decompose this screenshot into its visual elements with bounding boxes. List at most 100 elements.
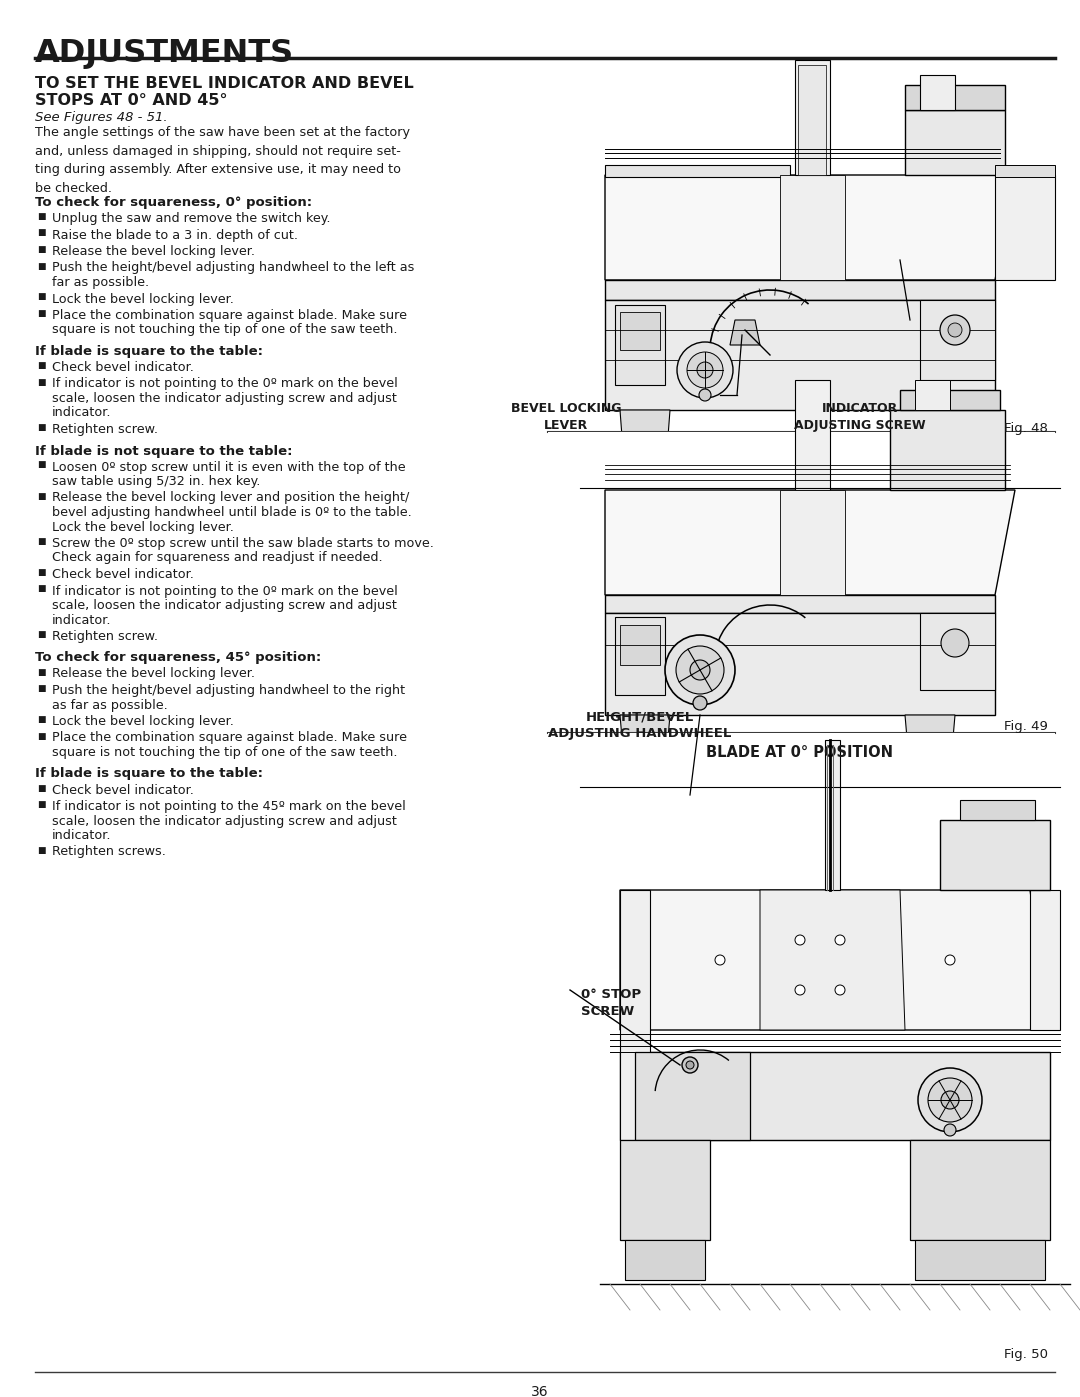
Circle shape — [948, 323, 962, 337]
Text: Fig. 49: Fig. 49 — [1004, 719, 1048, 733]
Circle shape — [941, 629, 969, 657]
Text: square is not touching the tip of one of the saw teeth.: square is not touching the tip of one of… — [52, 324, 397, 337]
Circle shape — [690, 659, 710, 680]
Text: scale, loosen the indicator adjusting screw and adjust: scale, loosen the indicator adjusting sc… — [52, 393, 396, 405]
Text: Unplug the saw and remove the switch key.: Unplug the saw and remove the switch key… — [52, 212, 330, 225]
Polygon shape — [605, 300, 995, 409]
Text: Lock the bevel locking lever.: Lock the bevel locking lever. — [52, 521, 234, 534]
Polygon shape — [905, 409, 955, 450]
Polygon shape — [795, 60, 831, 175]
Polygon shape — [605, 165, 789, 177]
Polygon shape — [905, 110, 1005, 175]
Polygon shape — [615, 305, 665, 386]
Circle shape — [944, 1125, 956, 1136]
Text: Loosen 0º stop screw until it is even with the top of the: Loosen 0º stop screw until it is even wi… — [52, 461, 406, 474]
Circle shape — [686, 1060, 694, 1069]
Text: ■: ■ — [37, 377, 45, 387]
Polygon shape — [780, 490, 845, 595]
Bar — [548, 733, 1055, 1370]
Text: Push the height/bevel adjusting handwheel to the left as: Push the height/bevel adjusting handwhee… — [52, 261, 415, 274]
Polygon shape — [900, 390, 1000, 409]
Text: To check for squareness, 45° position:: To check for squareness, 45° position: — [35, 651, 321, 665]
Polygon shape — [620, 890, 650, 1140]
Text: Check again for squareness and readjust if needed.: Check again for squareness and readjust … — [52, 552, 382, 564]
Text: indicator.: indicator. — [52, 613, 111, 626]
Polygon shape — [615, 617, 665, 694]
Text: INDICATOR
ADJUSTING SCREW: INDICATOR ADJUSTING SCREW — [794, 402, 926, 432]
Text: scale, loosen the indicator adjusting screw and adjust: scale, loosen the indicator adjusting sc… — [52, 599, 396, 612]
Polygon shape — [620, 890, 1050, 1030]
Text: If blade is square to the table:: If blade is square to the table: — [35, 767, 264, 781]
Text: ■: ■ — [37, 536, 45, 546]
Circle shape — [699, 388, 711, 401]
Circle shape — [795, 935, 805, 944]
Polygon shape — [908, 750, 951, 780]
Polygon shape — [635, 1052, 750, 1140]
Polygon shape — [605, 613, 995, 715]
Text: ■: ■ — [37, 584, 45, 594]
Circle shape — [697, 362, 713, 379]
Bar — [548, 67, 1055, 425]
Text: ■: ■ — [37, 800, 45, 809]
Text: Screw the 0º stop screw until the saw blade starts to move.: Screw the 0º stop screw until the saw bl… — [52, 536, 434, 550]
Text: 0° STOP
SCREW: 0° STOP SCREW — [581, 988, 642, 1018]
Text: ■: ■ — [37, 845, 45, 855]
Polygon shape — [760, 890, 905, 1030]
Text: Fig. 50: Fig. 50 — [1004, 1348, 1048, 1361]
Polygon shape — [995, 175, 1055, 279]
Text: ■: ■ — [37, 229, 45, 237]
Text: indicator.: indicator. — [52, 407, 111, 419]
Text: far as possible.: far as possible. — [52, 277, 149, 289]
Polygon shape — [798, 66, 826, 175]
Text: Retighten screws.: Retighten screws. — [52, 845, 166, 859]
Text: ■: ■ — [37, 569, 45, 577]
Text: BLADE AT 0° POSITION: BLADE AT 0° POSITION — [706, 745, 893, 760]
Text: ■: ■ — [37, 309, 45, 319]
Polygon shape — [920, 75, 955, 110]
Circle shape — [677, 342, 733, 398]
Text: ■: ■ — [37, 360, 45, 370]
Text: ■: ■ — [37, 492, 45, 500]
Circle shape — [795, 985, 805, 995]
Circle shape — [941, 1091, 959, 1109]
Text: ■: ■ — [37, 212, 45, 221]
Polygon shape — [623, 450, 667, 481]
Text: If blade is square to the table:: If blade is square to the table: — [35, 345, 264, 358]
Text: ■: ■ — [37, 461, 45, 469]
Polygon shape — [1030, 890, 1059, 1030]
Circle shape — [687, 352, 723, 388]
Text: If indicator is not pointing to the 0º mark on the bevel: If indicator is not pointing to the 0º m… — [52, 584, 397, 598]
Polygon shape — [908, 450, 951, 481]
Polygon shape — [960, 800, 1035, 820]
Polygon shape — [920, 613, 995, 690]
Text: STOPS AT 0° AND 45°: STOPS AT 0° AND 45° — [35, 94, 228, 108]
Text: ■: ■ — [37, 292, 45, 302]
Text: Place the combination square against blade. Make sure: Place the combination square against bla… — [52, 309, 407, 321]
Circle shape — [835, 935, 845, 944]
Text: Lock the bevel locking lever.: Lock the bevel locking lever. — [52, 715, 234, 728]
Text: ADJUSTMENTS: ADJUSTMENTS — [35, 38, 294, 68]
Circle shape — [681, 1058, 698, 1073]
Polygon shape — [620, 715, 670, 750]
Text: BEVEL LOCKING
LEVER: BEVEL LOCKING LEVER — [511, 402, 621, 432]
Polygon shape — [940, 820, 1050, 890]
Text: Check bevel indicator.: Check bevel indicator. — [52, 360, 194, 374]
Text: ■: ■ — [37, 423, 45, 432]
Polygon shape — [915, 1241, 1045, 1280]
Text: Check bevel indicator.: Check bevel indicator. — [52, 784, 194, 796]
Text: ■: ■ — [37, 784, 45, 792]
Polygon shape — [623, 750, 667, 780]
Text: scale, loosen the indicator adjusting screw and adjust: scale, loosen the indicator adjusting sc… — [52, 814, 396, 827]
Circle shape — [693, 696, 707, 710]
Polygon shape — [795, 380, 831, 490]
Polygon shape — [605, 279, 995, 300]
Text: indicator.: indicator. — [52, 828, 111, 842]
Circle shape — [676, 645, 724, 694]
Text: saw table using 5/32 in. hex key.: saw table using 5/32 in. hex key. — [52, 475, 260, 488]
Text: Retighten screw.: Retighten screw. — [52, 630, 158, 643]
Polygon shape — [620, 409, 670, 450]
Text: See Figures 48 - 51.: See Figures 48 - 51. — [35, 110, 167, 124]
Text: The angle settings of the saw have been set at the factory
and, unless damaged i: The angle settings of the saw have been … — [35, 126, 410, 194]
Circle shape — [940, 314, 970, 345]
Text: HEIGHT/BEVEL
ADJUSTING HANDWHEEL: HEIGHT/BEVEL ADJUSTING HANDWHEEL — [549, 710, 731, 740]
